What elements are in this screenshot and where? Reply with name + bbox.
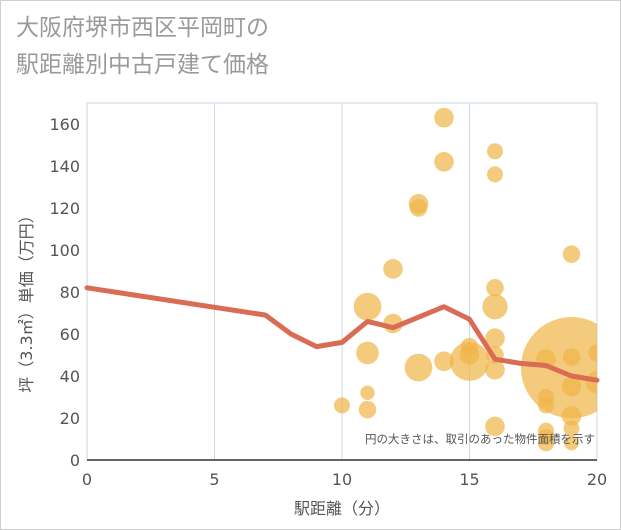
data-point xyxy=(482,294,508,320)
chart-title-line-2: 駅距離別中古戸建て価格 xyxy=(16,52,269,78)
y-axis-label: 坪（3.3㎡）単価（万円） xyxy=(17,207,36,392)
y-tick-label: 0 xyxy=(70,451,80,470)
data-point xyxy=(485,359,505,380)
y-tick-label: 40 xyxy=(60,367,80,386)
data-point xyxy=(409,199,428,217)
data-point xyxy=(460,337,479,356)
data-point xyxy=(383,259,403,279)
x-tick-label: 10 xyxy=(332,470,352,489)
y-tick-label: 140 xyxy=(49,157,80,176)
data-point xyxy=(562,245,581,263)
data-point xyxy=(358,400,377,419)
data-point xyxy=(561,376,582,397)
data-point xyxy=(434,152,454,172)
data-point xyxy=(334,397,350,414)
y-tick-label: 160 xyxy=(49,115,80,134)
data-point xyxy=(538,435,554,452)
x-tick-label: 20 xyxy=(587,470,607,489)
x-tick-label: 5 xyxy=(209,470,219,489)
data-point xyxy=(353,292,382,321)
y-tick-label: 60 xyxy=(60,325,80,344)
data-point xyxy=(561,406,582,426)
series-line-average xyxy=(84,285,600,383)
data-point xyxy=(486,279,504,297)
chart-title: 大阪府堺市西区平岡町の 駅距離別中古戸建て価格 xyxy=(16,10,269,84)
data-point xyxy=(485,416,505,437)
y-tick-label: 120 xyxy=(49,199,80,218)
data-point xyxy=(588,344,597,362)
data-point xyxy=(562,348,581,366)
y-tick-label: 80 xyxy=(60,283,80,302)
data-point xyxy=(434,107,454,128)
data-point xyxy=(487,166,503,183)
y-tick-label: 20 xyxy=(60,409,80,428)
x-tick-label: 0 xyxy=(82,470,92,489)
size-note: 円の大きさは、取引のあった物件面積を示す xyxy=(365,432,595,446)
data-point xyxy=(485,328,505,348)
data-point xyxy=(538,397,554,414)
data-point xyxy=(434,351,454,372)
data-point xyxy=(360,385,375,400)
y-tick-label: 100 xyxy=(49,241,80,260)
chart-title-line-1: 大阪府堺市西区平岡町の xyxy=(16,15,269,41)
data-point xyxy=(487,143,503,160)
data-point xyxy=(563,420,580,437)
x-tick-label: 15 xyxy=(459,470,479,489)
data-point xyxy=(564,436,579,451)
data-point xyxy=(520,317,597,419)
x-axis-label: 駅距離（分） xyxy=(294,499,390,518)
data-point xyxy=(356,341,379,365)
data-point xyxy=(404,353,433,382)
